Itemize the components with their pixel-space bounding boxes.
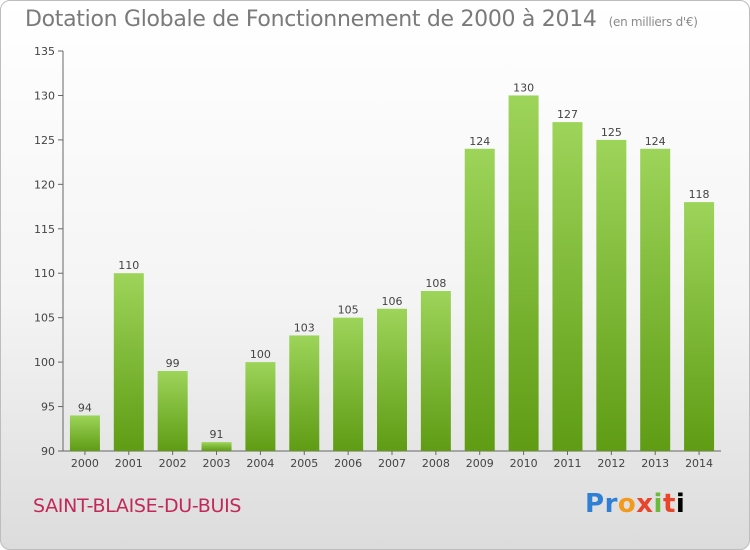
data-labels: 94 2000 110 2001 99 2002 91 2003 100 2004 103 2005 1… bbox=[71, 81, 713, 470]
data-label-2008: 108 bbox=[425, 277, 446, 290]
y-tick-label: 105 bbox=[34, 312, 55, 325]
bar-2009 bbox=[464, 148, 495, 451]
x-tick-label-2012: 2012 bbox=[597, 457, 625, 470]
bar-2014 bbox=[684, 202, 715, 451]
proxiti-logo: Proxiti bbox=[585, 489, 686, 519]
x-tick-label-2004: 2004 bbox=[246, 457, 274, 470]
bar-2007 bbox=[377, 308, 407, 451]
x-tick-label-2006: 2006 bbox=[334, 457, 362, 470]
data-label-2004: 100 bbox=[250, 348, 271, 361]
data-label-2014: 118 bbox=[689, 188, 710, 201]
y-tick-label: 120 bbox=[34, 178, 55, 191]
x-tick-label-2001: 2001 bbox=[115, 457, 143, 470]
x-tick-label-2007: 2007 bbox=[378, 457, 406, 470]
y-tick-label: 90 bbox=[41, 445, 55, 458]
x-tick-label-2005: 2005 bbox=[290, 457, 318, 470]
y-tick-label: 115 bbox=[34, 223, 55, 236]
y-tick-label: 110 bbox=[34, 267, 55, 280]
bar-2005 bbox=[289, 335, 320, 451]
data-label-2007: 106 bbox=[382, 295, 403, 308]
y-tick-label: 125 bbox=[34, 134, 55, 147]
x-tick-label-2013: 2013 bbox=[641, 457, 669, 470]
bar-2011 bbox=[552, 122, 583, 451]
data-label-2011: 127 bbox=[557, 108, 578, 121]
x-tick-label-2003: 2003 bbox=[203, 457, 231, 470]
y-tick-label: 130 bbox=[34, 89, 55, 102]
data-label-2005: 103 bbox=[294, 321, 315, 334]
chart-title: Dotation Globale de Fonctionnement de 20… bbox=[25, 7, 698, 32]
y-tick-label: 135 bbox=[34, 45, 55, 58]
bar-2002 bbox=[157, 371, 188, 451]
bar-2006 bbox=[333, 317, 364, 451]
x-tick-label-2008: 2008 bbox=[422, 457, 450, 470]
bars bbox=[69, 95, 715, 451]
bar-2008 bbox=[420, 291, 451, 451]
data-label-2003: 91 bbox=[210, 428, 224, 441]
x-tick-label-2009: 2009 bbox=[466, 457, 494, 470]
bar-2001 bbox=[113, 273, 144, 451]
x-tick-label-2011: 2011 bbox=[553, 457, 581, 470]
y-tick-label: 100 bbox=[34, 356, 55, 369]
data-label-2001: 110 bbox=[118, 259, 139, 272]
bar-2010 bbox=[508, 95, 539, 451]
x-tick-label-2000: 2000 bbox=[71, 457, 99, 470]
data-label-2009: 124 bbox=[469, 135, 490, 148]
data-label-2013: 124 bbox=[645, 135, 666, 148]
bar-2013 bbox=[640, 148, 671, 451]
commune-name: SAINT-BLAISE-DU-BUIS bbox=[33, 495, 242, 517]
bar-2004 bbox=[245, 362, 276, 451]
data-label-2012: 125 bbox=[601, 126, 622, 139]
y-tick-label: 95 bbox=[41, 401, 55, 414]
chart-subtitle: (en milliers d'€) bbox=[608, 15, 698, 29]
x-tick-label-2002: 2002 bbox=[159, 457, 187, 470]
chart-title-text: Dotation Globale de Fonctionnement de 20… bbox=[25, 7, 597, 32]
data-label-2010: 130 bbox=[513, 81, 534, 94]
bar-2000 bbox=[69, 415, 100, 451]
data-label-2002: 99 bbox=[166, 357, 180, 370]
data-label-2000: 94 bbox=[78, 401, 92, 414]
x-tick-label-2010: 2010 bbox=[510, 457, 538, 470]
bar-2012 bbox=[596, 139, 627, 451]
data-label-2006: 105 bbox=[338, 304, 359, 317]
x-tick-label-2014: 2014 bbox=[685, 457, 713, 470]
axes: 90 95 100 105 110 115 120 125 130 135 bbox=[34, 45, 721, 458]
bar-2003 bbox=[201, 442, 232, 451]
